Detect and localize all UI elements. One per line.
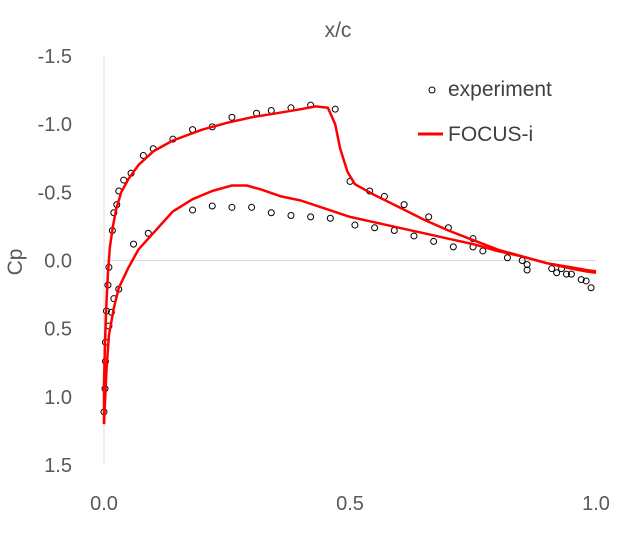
y-tick-label: 0.5 (44, 319, 72, 341)
experiment-point (144, 229, 152, 237)
focus-lines (102, 105, 597, 425)
legend: experiment FOCUS-i (418, 78, 552, 146)
experiment-point (208, 202, 216, 210)
y-tick-label: -0.5 (38, 182, 72, 204)
focus-line-segment (102, 105, 597, 425)
x-tick-label: 0.0 (90, 493, 118, 515)
y-tick-label: 1.5 (44, 455, 72, 477)
experiment-point (326, 214, 334, 222)
x-axis-label: x/c (325, 19, 352, 42)
experiment-point (371, 224, 379, 232)
focus-line-segment (102, 184, 597, 425)
experiment-point (548, 265, 556, 273)
experiment-point (287, 212, 295, 220)
y-tick-label: -1.5 (38, 46, 72, 68)
experiment-point (523, 261, 531, 269)
experiment-point (307, 213, 315, 221)
experiment-point (400, 201, 408, 209)
experiment-point (189, 206, 197, 214)
experiment-point (331, 105, 339, 113)
experiment-point (267, 209, 275, 217)
experiment-point (503, 254, 511, 262)
experiment-point (228, 113, 236, 121)
x-tick-labels: 0.0 0.5 1.0 (90, 493, 610, 515)
experiment-point (577, 276, 585, 284)
experiment-point (425, 213, 433, 221)
experiment-point (582, 277, 590, 285)
y-tick-labels: -1.5 -1.0 -0.5 0.0 0.5 1.0 1.5 (38, 46, 72, 477)
experiment-point (479, 247, 487, 255)
experiment-point (139, 152, 147, 160)
experiment-point (248, 203, 256, 211)
experiment-point (567, 270, 575, 278)
experiment-point (430, 237, 438, 245)
y-axis-label: Cp (4, 249, 27, 276)
experiment-point (228, 203, 236, 211)
experiment-point (351, 221, 359, 229)
experiment-point (553, 269, 561, 277)
y-tick-label: -1.0 (38, 114, 72, 136)
experiment-point (410, 232, 418, 240)
experiment-point (130, 240, 138, 248)
y-tick-label: 0.0 (44, 251, 72, 273)
x-tick-label: 1.0 (582, 493, 610, 515)
legend-label-experiment: experiment (448, 78, 552, 101)
experiment-point (562, 270, 570, 278)
y-tick-label: 1.0 (44, 387, 72, 409)
legend-marker-experiment (428, 86, 436, 94)
x-tick-label: 0.5 (336, 493, 364, 515)
experiment-point (587, 284, 595, 292)
experiment-markers (100, 101, 595, 416)
legend-label-focus: FOCUS-i (448, 123, 533, 146)
experiment-point (449, 243, 457, 251)
experiment-point (523, 266, 531, 274)
